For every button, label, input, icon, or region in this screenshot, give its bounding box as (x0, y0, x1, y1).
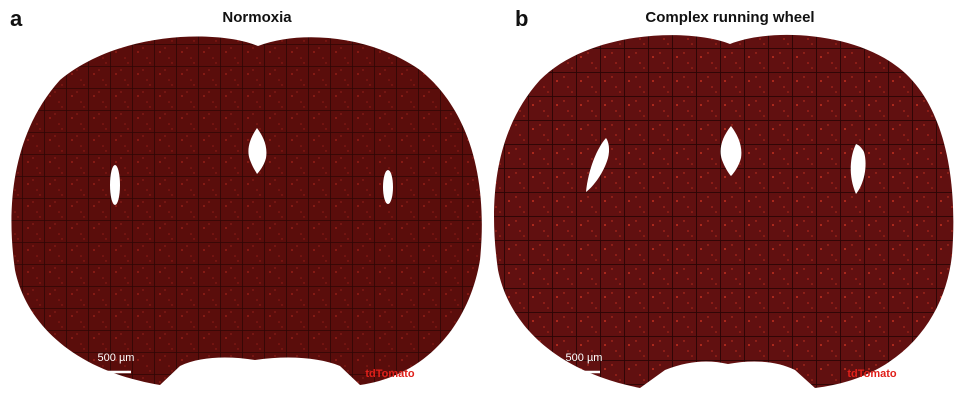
panel-letter: b (515, 6, 528, 31)
panel-b: b Complex running wheel 500 µm tdTomato (494, 6, 953, 388)
ventricle (110, 165, 120, 205)
panel-letter: a (10, 6, 23, 31)
brain-section (494, 35, 953, 388)
ventricle (383, 170, 393, 204)
panel-title: Complex running wheel (645, 9, 814, 26)
brain-section (11, 37, 481, 385)
scale-bar-label: 500 µm (566, 352, 603, 364)
figure: a Normoxia 500 µm tdTomato b Complex run… (0, 0, 959, 400)
marker-label: tdTomato (365, 368, 415, 380)
panel-title: Normoxia (222, 9, 292, 26)
marker-label: tdTomato (847, 368, 897, 380)
panel-a: a Normoxia 500 µm tdTomato (10, 6, 482, 385)
scale-bar-label: 500 µm (98, 352, 135, 364)
